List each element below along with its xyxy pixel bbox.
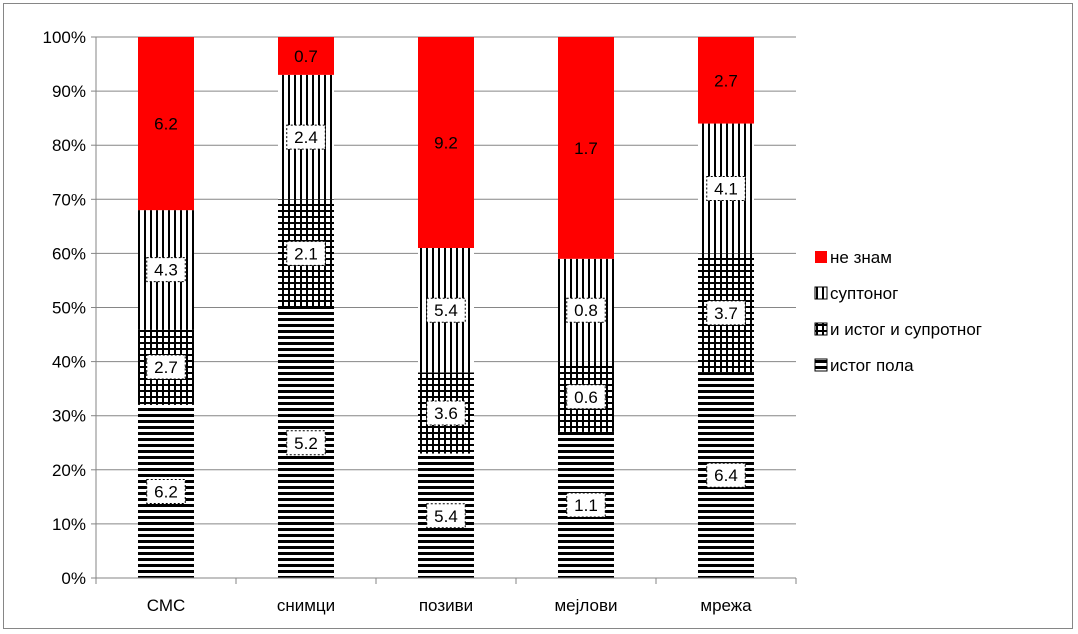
y-tick-label: 10%	[52, 515, 86, 534]
data-label: 6.2	[154, 115, 178, 134]
y-tick-label: 40%	[52, 353, 86, 372]
data-label: 3.7	[714, 304, 738, 323]
data-label: 5.4	[434, 507, 458, 526]
legend-label: истог пола	[830, 356, 914, 375]
y-tick-label: 80%	[52, 136, 86, 155]
legend-swatch	[814, 358, 828, 372]
bar-segment-dont-know	[698, 37, 754, 124]
legend-swatch	[814, 322, 828, 336]
bar-segment-dont-know	[138, 37, 194, 211]
data-label: 2.1	[294, 244, 318, 263]
x-tick-label: СМС	[147, 596, 186, 615]
data-label: 6.4	[714, 466, 738, 485]
data-label-box	[146, 257, 186, 283]
legend-label: не знам	[830, 248, 892, 267]
data-label: 9.2	[434, 133, 458, 152]
bar-segment-dont-know	[558, 37, 614, 259]
legend-label: суптоног	[830, 284, 898, 303]
data-label-box	[286, 124, 326, 150]
axes: 0% 10% 20% 30% 40% 50% 60% 70% 80% 90% 100% СМС сним…	[43, 28, 797, 615]
x-tick-label: мрежа	[700, 596, 752, 615]
x-tick-label: позиви	[419, 596, 473, 615]
y-tick-label: 30%	[52, 407, 86, 426]
y-tick-label: 90%	[52, 82, 86, 101]
data-label-box	[706, 462, 746, 488]
data-label: 2.7	[714, 71, 738, 90]
data-label-box	[566, 492, 606, 518]
legend-swatch	[815, 251, 827, 263]
data-label: 5.2	[294, 434, 318, 453]
data-label-box	[426, 297, 466, 323]
data-label: 0.6	[574, 388, 598, 407]
data-label: 6.2	[154, 482, 178, 501]
data-label-box	[286, 240, 326, 266]
data-label-box	[146, 354, 186, 380]
data-label-box	[426, 503, 466, 529]
bar-segment-dont-know	[418, 37, 474, 248]
y-tick-label: 100%	[43, 28, 86, 47]
data-label: 0.8	[574, 301, 598, 320]
data-label: 1.1	[574, 496, 598, 515]
data-label: 0.7	[294, 47, 318, 66]
legend-label: и истог и супротног	[830, 320, 982, 339]
x-tick-label: мејлови	[554, 596, 617, 615]
data-label: 2.4	[294, 128, 318, 147]
data-labels: 6.2 2.7 4.3 6.2 5.2 2.1 2.4 0.7 5.4 3.6 5.4 9.2 1.1 0…	[146, 47, 746, 529]
x-tick-label: снимци	[277, 596, 335, 615]
data-label-box	[286, 430, 326, 456]
data-label-box	[146, 478, 186, 504]
data-label-box	[706, 175, 746, 201]
data-label-box	[566, 384, 606, 410]
data-label: 5.4	[434, 301, 458, 320]
y-tick-label: 60%	[52, 244, 86, 263]
legend: не знам суптоног и истог и супротног истог …	[814, 248, 982, 375]
data-label-box	[426, 400, 466, 426]
y-tick-label: 50%	[52, 299, 86, 318]
y-tick-label: 0%	[61, 569, 86, 588]
legend-swatch	[814, 286, 828, 300]
data-label: 4.1	[714, 179, 738, 198]
y-tick-label: 70%	[52, 190, 86, 209]
data-label-box	[706, 300, 746, 326]
data-label: 1.7	[574, 139, 598, 158]
data-label: 2.7	[154, 358, 178, 377]
data-label: 4.3	[154, 261, 178, 280]
data-label: 3.6	[434, 404, 458, 423]
bar-segment-dont-know	[278, 37, 334, 75]
y-tick-label: 20%	[52, 461, 86, 480]
data-label-box	[566, 297, 606, 323]
